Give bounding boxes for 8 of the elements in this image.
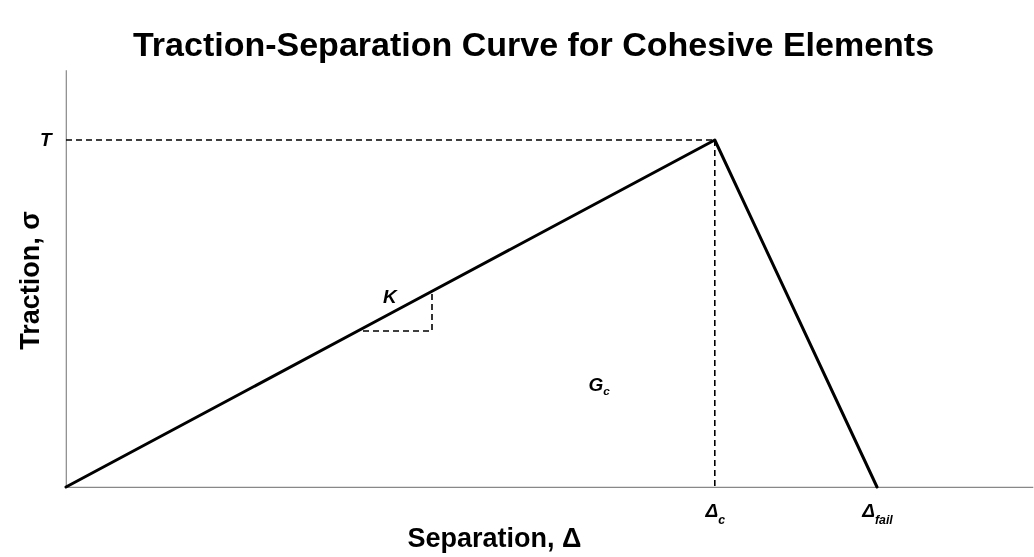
x-axis-title: Separation, Δ	[407, 522, 582, 553]
x-tick-label: Δ$_{fail}$	[861, 499, 894, 527]
annotation: G$_{c}$	[588, 373, 610, 397]
annotation: K	[383, 285, 397, 309]
x-tick-label: Δ$_{c}$	[704, 499, 726, 527]
chart-title: Traction-Separation Curve for Cohesive Elements	[132, 25, 935, 63]
text: T	[40, 128, 52, 152]
y-axis-title: Traction, σ	[14, 211, 45, 350]
